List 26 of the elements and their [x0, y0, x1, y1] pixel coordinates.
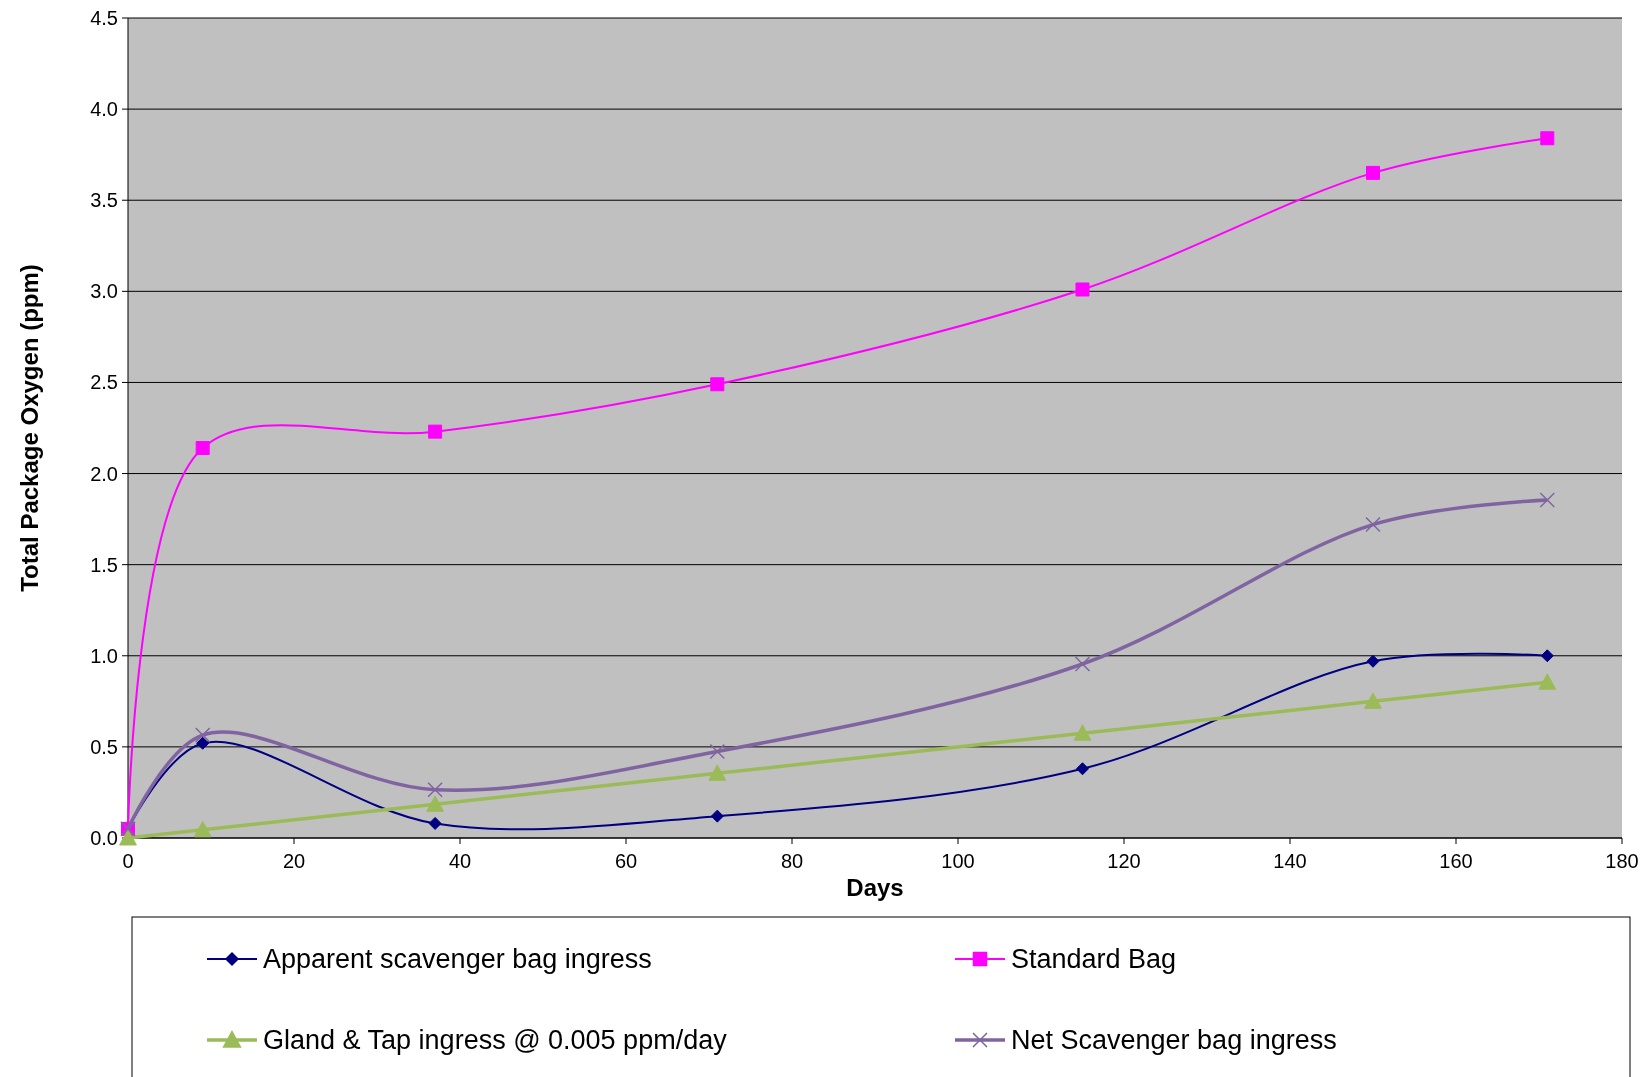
y-tick-label: 3.5	[90, 189, 118, 212]
x-tick-label: 140	[1273, 850, 1307, 872]
y-tick-label: 4.0	[90, 98, 118, 121]
x-tick-label: 40	[448, 850, 472, 872]
y-tick-label: 0.0	[90, 827, 118, 849]
x-tick-label: 0	[122, 850, 134, 872]
x-tick-label: 80	[780, 850, 804, 872]
legend-label: Net Scavenger bag ingress	[1011, 1025, 1337, 1056]
y-tick-label: 1.5	[90, 553, 118, 576]
x-tick-label: 60	[614, 850, 638, 872]
legend-label: Gland & Tap ingress @ 0.005 ppm/day	[263, 1025, 728, 1056]
x-axis-title: Days	[846, 874, 904, 901]
y-tick-label: 0.5	[90, 735, 118, 758]
y-tick-label: 3.0	[90, 280, 118, 303]
x-tick-label: 120	[1107, 850, 1141, 872]
x-tick-label: 160	[1439, 850, 1473, 872]
x-tick-label: 20	[282, 850, 306, 872]
x-tick-label: 180	[1605, 850, 1639, 872]
x-tick-label: 100	[941, 850, 975, 872]
y-axis-title: Total Package Oxygen (ppm)	[16, 264, 43, 592]
y-tick-label: 2.0	[90, 462, 118, 485]
y-tick-label: 1.0	[90, 644, 118, 667]
y-tick-label: 2.5	[90, 371, 118, 394]
legend-label: Apparent scavenger bag ingress	[263, 944, 652, 975]
y-tick-label: 4.5	[90, 7, 118, 29]
legend-label: Standard Bag	[1011, 944, 1177, 975]
